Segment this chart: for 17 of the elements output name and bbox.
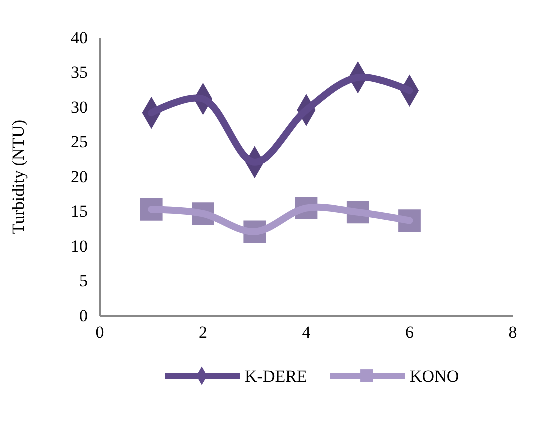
y-tick-label: 40: [71, 28, 88, 48]
y-tick-label: 0: [80, 306, 88, 326]
y-tick-label: 5: [80, 272, 88, 291]
y-tick-label: 35: [71, 63, 88, 82]
legend-label: KONO: [410, 367, 460, 386]
y-axis-title: Turbidity (NTU): [9, 120, 28, 234]
y-tick-label: 10: [71, 236, 88, 256]
x-tick-label: 4: [302, 323, 312, 342]
y-tick-label: 20: [71, 167, 88, 186]
y-tick-label: 15: [71, 202, 88, 222]
legend-label: K-DERE: [245, 367, 308, 386]
y-tick-label: 25: [71, 132, 88, 152]
x-tick-label: 6: [406, 323, 414, 342]
x-tick-label: 2: [199, 323, 208, 342]
y-tick-label: 30: [71, 98, 88, 117]
x-tick-label: 8: [508, 323, 518, 342]
x-tick-label: 0: [96, 323, 104, 342]
